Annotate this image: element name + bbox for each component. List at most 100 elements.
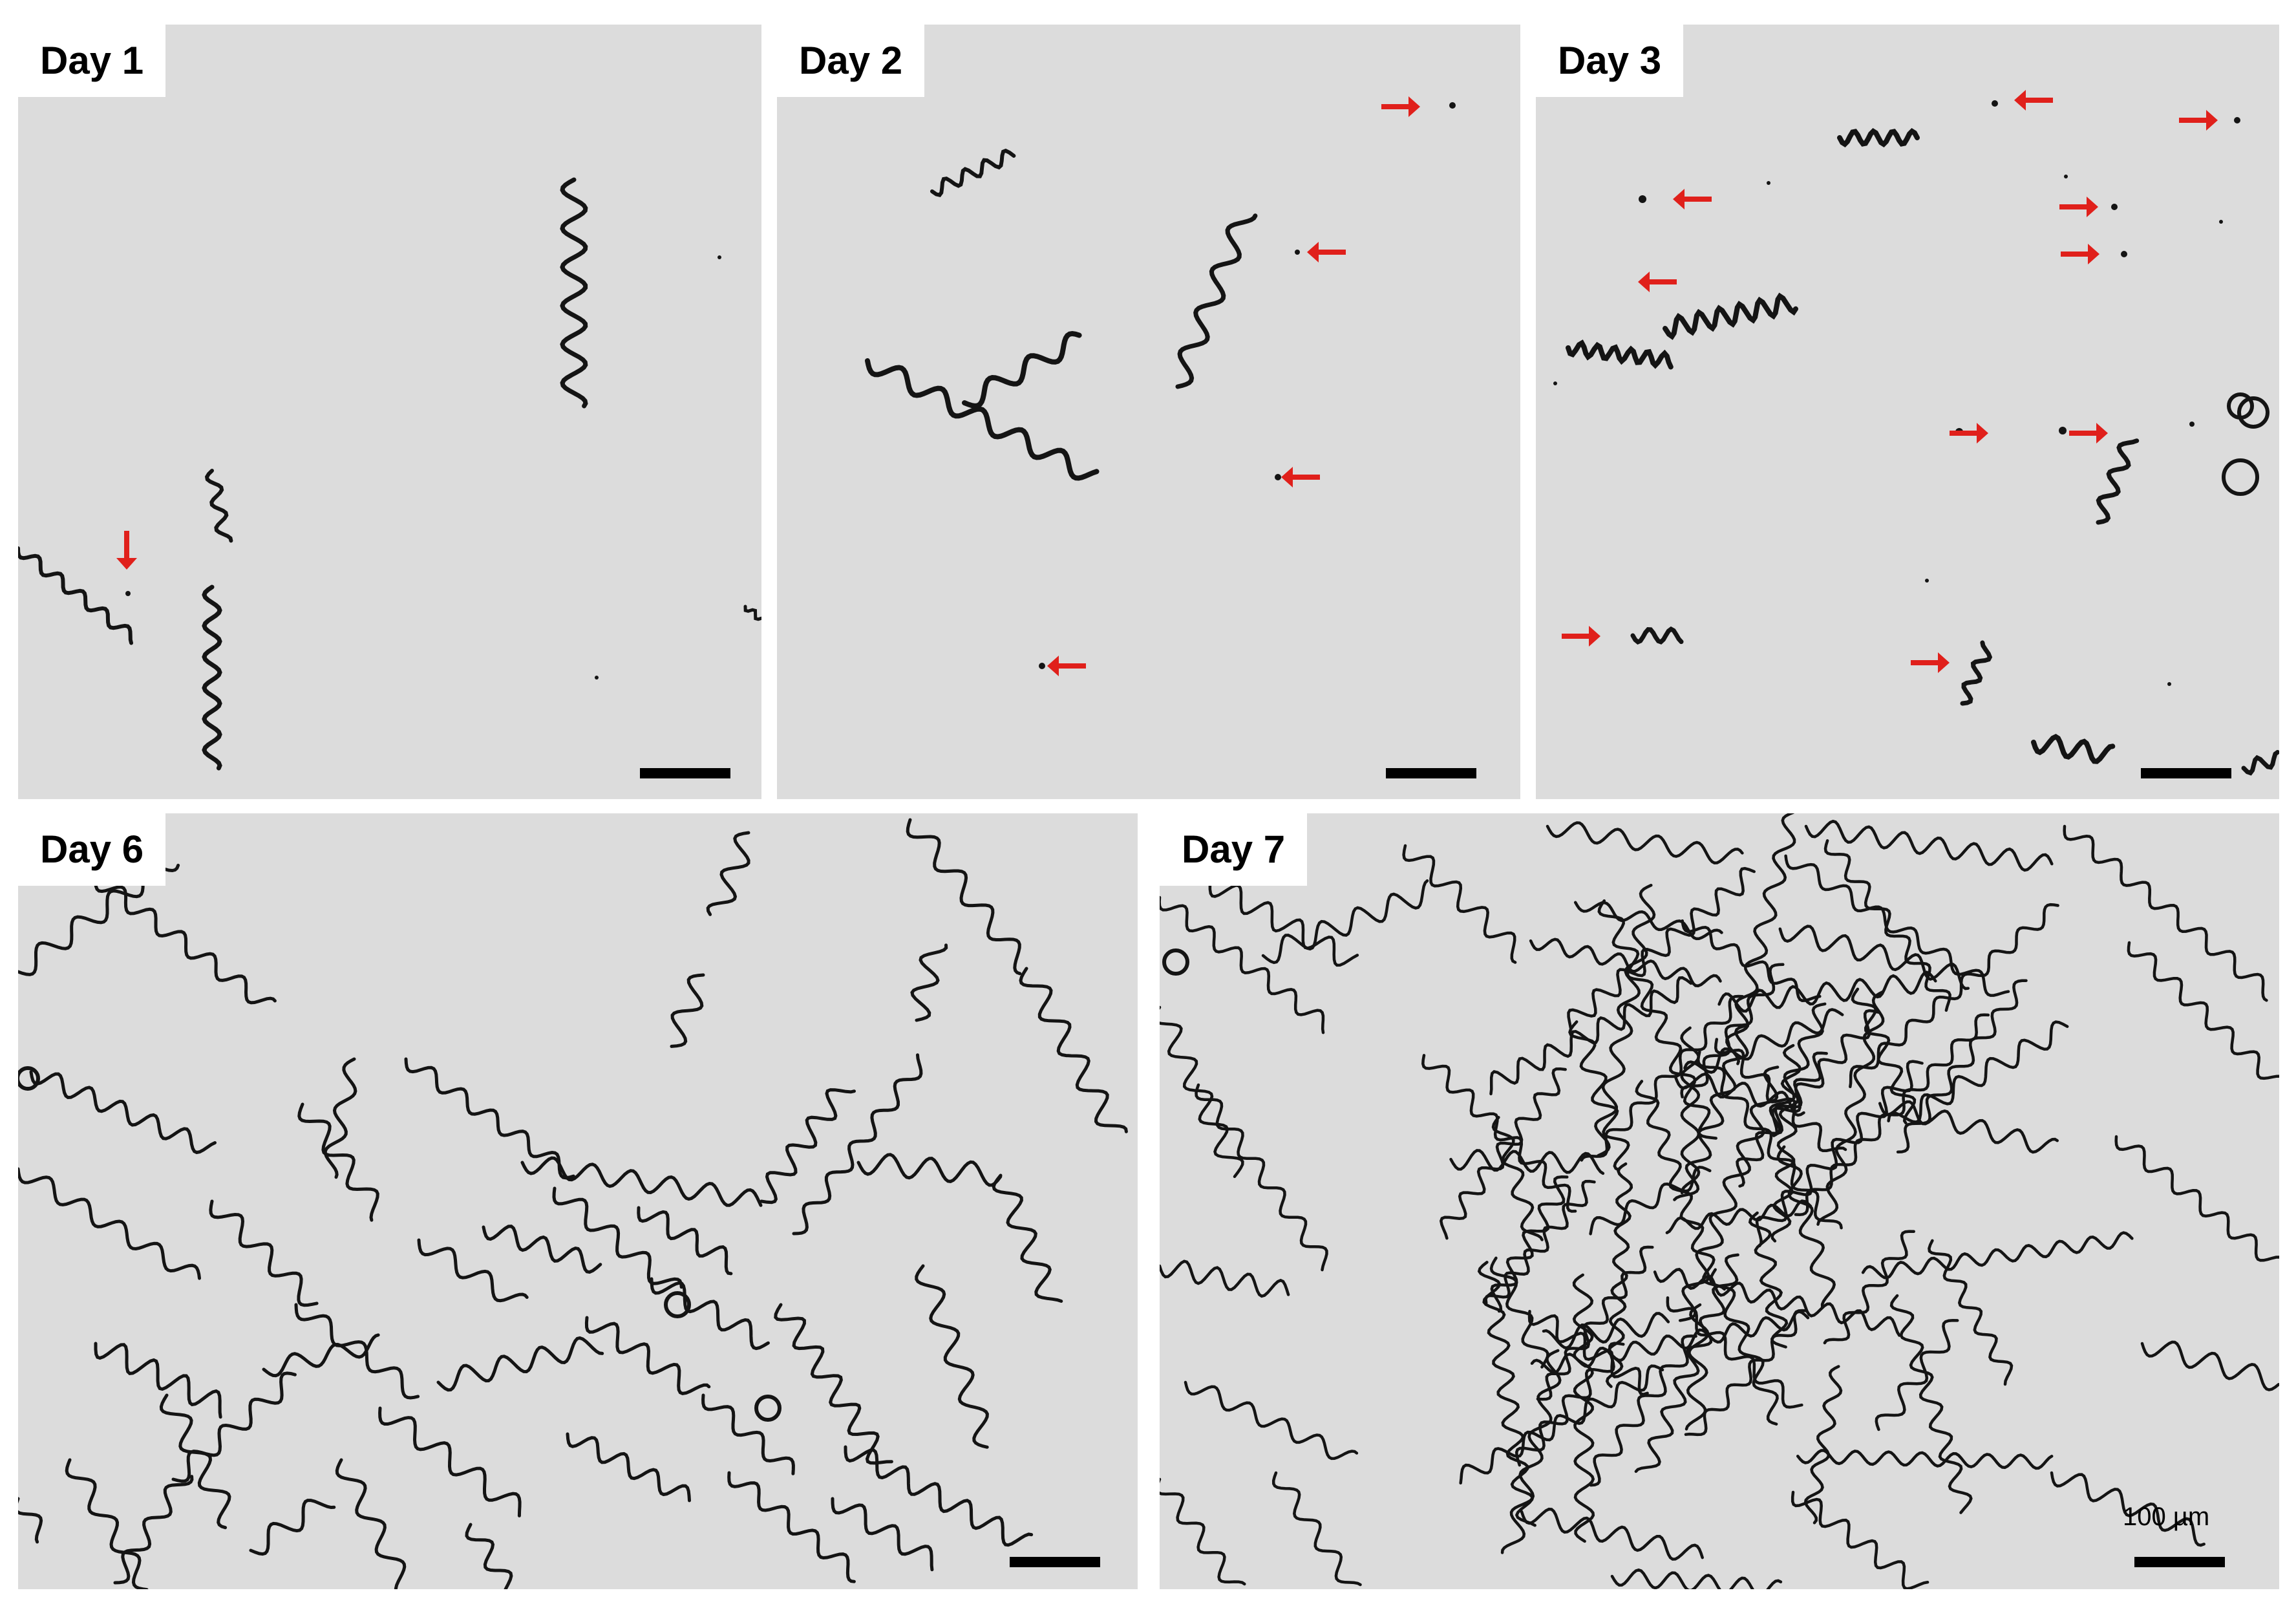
filament (18, 1497, 43, 1544)
debris (2167, 682, 2171, 686)
filament (560, 177, 588, 409)
filament (1597, 899, 1717, 1140)
filament (1861, 1231, 2134, 1280)
filament (670, 973, 705, 1048)
filament (1769, 1002, 1827, 1135)
filament (1160, 1005, 1244, 1179)
panel-label: Day 1 (18, 25, 166, 97)
filament (1803, 1365, 1843, 1525)
red-arrow-icon (2059, 197, 2098, 217)
micrograph-day-3 (1553, 90, 2279, 776)
filament (1823, 839, 1951, 1012)
filament (1527, 1309, 1649, 1397)
filament (2127, 941, 2279, 1080)
filament (1778, 925, 1970, 991)
filament (1635, 1080, 1726, 1291)
filament (552, 1186, 683, 1289)
panel-day-2: Day 2 (777, 25, 1520, 799)
filament (1770, 1044, 1802, 1243)
filament (1796, 1449, 2054, 1470)
filament (1678, 1066, 1780, 1322)
filament (297, 1102, 379, 1222)
debris (2111, 204, 2118, 210)
micrograph-day-7 (1160, 813, 2279, 1589)
filament (1960, 640, 1993, 706)
debris (717, 255, 721, 259)
red-arrow-icon (1281, 467, 1320, 487)
debris (1039, 663, 1045, 669)
debris (125, 591, 131, 596)
filament (1653, 1267, 1901, 1337)
filament (1160, 1259, 1290, 1298)
filament (1019, 967, 1128, 1133)
filament (844, 1445, 1034, 1547)
filament (1849, 903, 2059, 1089)
filament (335, 1458, 407, 1589)
red-arrow-icon (1673, 189, 1712, 209)
red-arrow-icon (2069, 423, 2108, 444)
filament (1887, 1020, 2069, 1124)
filament (1610, 1568, 1783, 1589)
debris (595, 676, 599, 680)
red-arrow-icon (2179, 110, 2218, 131)
filament-loop (664, 1291, 691, 1318)
red-arrow-icon (1047, 656, 1086, 676)
filament (1896, 979, 2028, 1154)
filament (1439, 1067, 1567, 1240)
red-arrow-icon (1562, 626, 1600, 647)
filament (727, 1471, 856, 1583)
debris (2189, 422, 2195, 427)
scale-bar (640, 768, 730, 778)
filament (1776, 1145, 1836, 1309)
filament (1736, 1051, 1828, 1188)
filament (1589, 1334, 1697, 1487)
filament (520, 1156, 763, 1207)
filament (171, 1371, 297, 1483)
filament (743, 605, 761, 621)
filament (1889, 1294, 1973, 1514)
filament (1490, 1175, 1569, 1313)
filament (1816, 990, 1885, 1226)
debris (1275, 474, 1281, 480)
filament (1663, 292, 1798, 340)
filament (1489, 1256, 1549, 1369)
filament (1459, 1364, 1664, 1485)
filament (2050, 1471, 2206, 1547)
filament (792, 1053, 923, 1236)
panel-day-3: Day 3 (1536, 25, 2279, 799)
filament (94, 876, 277, 1005)
filament (1928, 1239, 2014, 1386)
filament (1520, 1507, 1704, 1561)
filament (1755, 1060, 1924, 1248)
filament (1748, 1211, 1789, 1349)
red-arrow-icon (1307, 242, 1346, 262)
filament (1484, 1179, 1596, 1305)
filament (910, 943, 948, 1022)
filament (1175, 213, 1258, 389)
filament (1589, 1166, 1712, 1236)
scale-bar-label: 100 µm (2123, 1503, 2210, 1531)
filament (1823, 1230, 1915, 1345)
panel-label: Day 2 (777, 25, 925, 97)
panel-day-6: Day 6 (18, 813, 1138, 1589)
filament (1851, 987, 1917, 1125)
filament (436, 1336, 604, 1392)
filament (1784, 854, 2010, 997)
micrograph-day-2 (865, 96, 1456, 676)
filament (774, 1303, 893, 1465)
filament (2096, 438, 2140, 525)
filament (262, 1333, 380, 1378)
micrograph-day-6 (18, 818, 1128, 1589)
filament (584, 1316, 711, 1395)
filament (1683, 1008, 1844, 1074)
debris (1925, 579, 1929, 583)
filament-loop (2222, 458, 2259, 496)
filament (1500, 1349, 1562, 1554)
filament (1160, 895, 1325, 1034)
filament (113, 1475, 194, 1585)
filament (915, 1264, 989, 1449)
filament (1421, 1054, 1577, 1213)
filament (1449, 1149, 1605, 1175)
filament (1708, 1268, 1779, 1426)
filament (1875, 1318, 1959, 1431)
